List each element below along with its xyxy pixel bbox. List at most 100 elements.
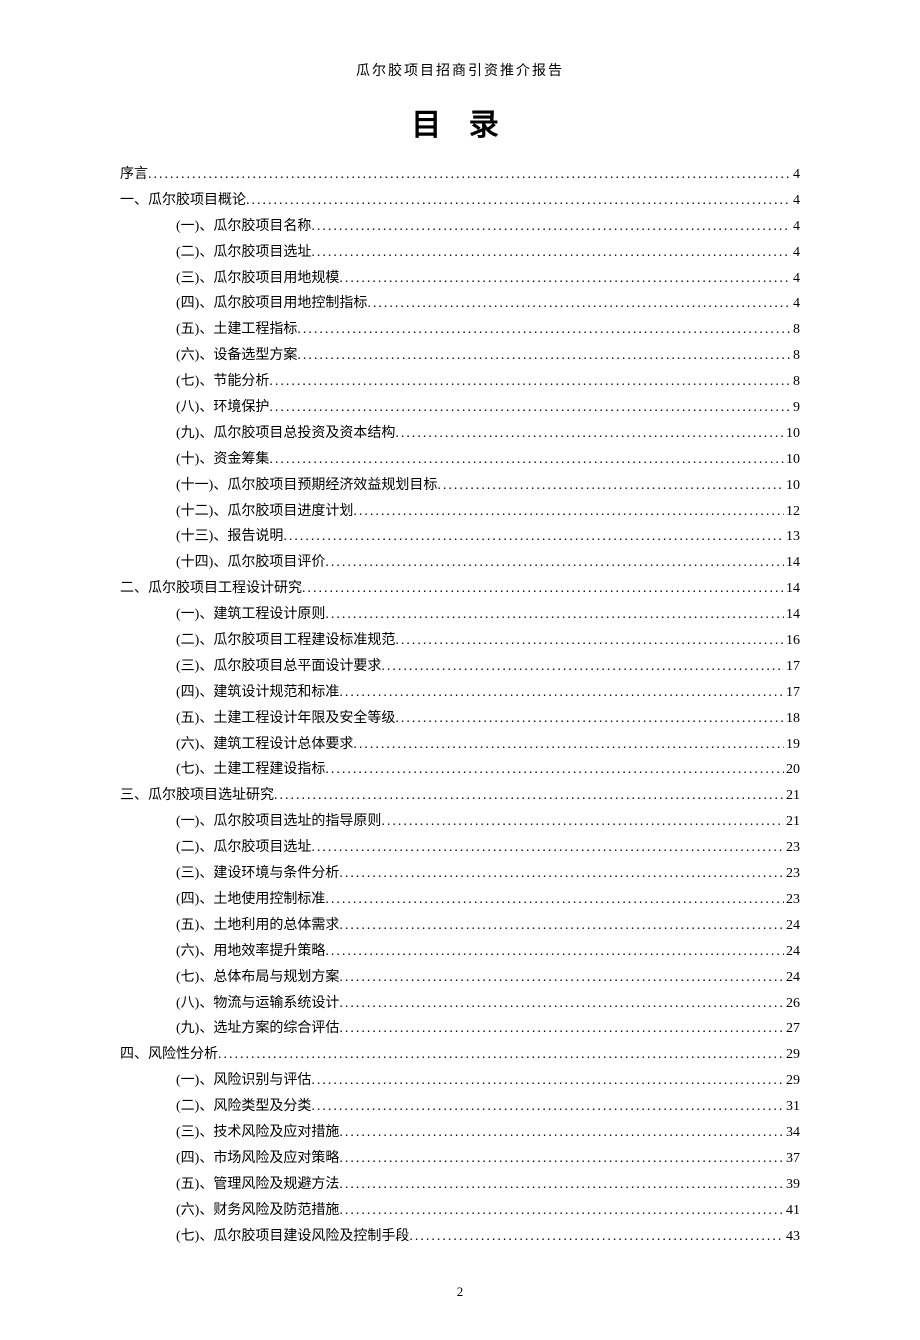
toc-entry-label: (六)、建筑工程设计总体要求 — [176, 732, 353, 758]
toc-entry-label: (十一)、瓜尔胶项目预期经济效益规划目标 — [176, 473, 437, 499]
toc-entry: (七)、土建工程建设指标 20 — [120, 757, 800, 783]
toc-leader-dots — [269, 369, 791, 395]
toc-leader-dots — [325, 939, 784, 965]
toc-leader-dots — [311, 1094, 784, 1120]
toc-entry-page: 4 — [791, 188, 800, 214]
toc-entry: (一)、建筑工程设计原则14 — [120, 602, 800, 628]
toc-entry-page: 23 — [784, 835, 800, 861]
toc-entry-label: (四)、市场风险及应对策略 — [176, 1146, 339, 1172]
toc-entry: (五)、土建工程指标8 — [120, 317, 800, 343]
toc-entry: (一)、瓜尔胶项目名称4 — [120, 214, 800, 240]
toc-entry-page: 4 — [791, 162, 800, 188]
toc-entry-page: 26 — [784, 991, 800, 1017]
toc-entry: (二)、风险类型及分类31 — [120, 1094, 800, 1120]
toc-entry-label: (六)、财务风险及防范措施 — [176, 1198, 339, 1224]
toc-entry: (四)、瓜尔胶项目用地控制指标 4 — [120, 291, 800, 317]
toc-entry-page: 23 — [784, 861, 800, 887]
toc-entry-label: 序言 — [120, 162, 148, 188]
toc-entry-label: (二)、瓜尔胶项目选址 — [176, 835, 311, 861]
toc-entry-label: (五)、管理风险及规避方法 — [176, 1172, 339, 1198]
toc-entry: (一)、风险识别与评估29 — [120, 1068, 800, 1094]
toc-entry-label: (一)、建筑工程设计原则 — [176, 602, 325, 628]
toc-entry-label: 二、瓜尔胶项目工程设计研究 — [120, 576, 302, 602]
toc-entry-page: 37 — [784, 1146, 800, 1172]
toc-leader-dots — [269, 395, 791, 421]
toc-leader-dots — [395, 628, 784, 654]
toc-entry-label: (四)、瓜尔胶项目用地控制指标 — [176, 291, 367, 317]
toc-entry-page: 29 — [784, 1068, 800, 1094]
toc-leader-dots — [311, 214, 791, 240]
toc-entry: (十一)、瓜尔胶项目预期经济效益规划目标10 — [120, 473, 800, 499]
toc-entry-page: 14 — [784, 576, 800, 602]
document-page: 瓜尔胶项目招商引资推介报告 目 录 序言4一、瓜尔胶项目概论4(一)、瓜尔胶项目… — [0, 0, 920, 1340]
toc-entry: (三)、瓜尔胶项目用地规模4 — [120, 266, 800, 292]
toc-entry: (四)、土地使用控制标准23 — [120, 887, 800, 913]
toc-entry-label: (三)、建设环境与条件分析 — [176, 861, 339, 887]
toc-leader-dots — [409, 1224, 784, 1250]
toc-leader-dots — [274, 783, 784, 809]
toc-entry-page: 16 — [784, 628, 800, 654]
toc-entry-page: 9 — [791, 395, 800, 421]
toc-leader-dots — [339, 861, 784, 887]
toc-entry-label: (四)、建筑设计规范和标准 — [176, 680, 339, 706]
toc-entry-page: 4 — [791, 214, 800, 240]
toc-entry: (五)、管理风险及规避方法 39 — [120, 1172, 800, 1198]
toc-entry: (七)、总体布局与规划方案24 — [120, 965, 800, 991]
toc-entry-label: (三)、技术风险及应对措施 — [176, 1120, 339, 1146]
toc-entry-page: 41 — [784, 1198, 800, 1224]
toc-entry-label: (五)、土建工程设计年限及安全等级 — [176, 706, 395, 732]
toc-leader-dots — [367, 291, 791, 317]
toc-leader-dots — [339, 913, 784, 939]
toc-entry: 三、瓜尔胶项目选址研究21 — [120, 783, 800, 809]
toc-entry-label: (八)、物流与运输系统设计 — [176, 991, 339, 1017]
toc-entry: (二)、瓜尔胶项目选址 23 — [120, 835, 800, 861]
toc-leader-dots — [339, 680, 784, 706]
toc-entry: (六)、建筑工程设计总体要求 19 — [120, 732, 800, 758]
toc-entry-label: (三)、瓜尔胶项目用地规模 — [176, 266, 339, 292]
toc-leader-dots — [325, 602, 784, 628]
toc-leader-dots — [339, 1146, 784, 1172]
toc-leader-dots — [339, 991, 784, 1017]
toc-entry: (十四)、瓜尔胶项目评价14 — [120, 550, 800, 576]
toc-entry: (三)、瓜尔胶项目总平面设计要求17 — [120, 654, 800, 680]
toc-entry-label: 四、风险性分析 — [120, 1042, 218, 1068]
toc-entry-page: 39 — [784, 1172, 800, 1198]
toc-entry: (七)、瓜尔胶项目建设风险及控制手段43 — [120, 1224, 800, 1250]
toc-entry-label: (十)、资金筹集 — [176, 447, 269, 473]
toc-entry-page: 21 — [784, 809, 800, 835]
toc-entry-label: (十二)、瓜尔胶项目进度计划 — [176, 499, 353, 525]
toc-entry-page: 17 — [784, 654, 800, 680]
toc-entry: (九)、瓜尔胶项目总投资及资本结构10 — [120, 421, 800, 447]
toc-entry: (五)、土建工程设计年限及安全等级18 — [120, 706, 800, 732]
toc-leader-dots — [297, 343, 791, 369]
toc-entry: (四)、建筑设计规范和标准 17 — [120, 680, 800, 706]
toc-leader-dots — [311, 240, 791, 266]
toc-container: 序言4一、瓜尔胶项目概论4(一)、瓜尔胶项目名称4(二)、瓜尔胶项目选址4(三)… — [120, 162, 800, 1249]
toc-entry-page: 19 — [784, 732, 800, 758]
toc-entry-page: 8 — [791, 343, 800, 369]
toc-entry-page: 29 — [784, 1042, 800, 1068]
toc-leader-dots — [395, 421, 784, 447]
toc-entry-label: (八)、环境保护 — [176, 395, 269, 421]
toc-entry-label: (七)、总体布局与规划方案 — [176, 965, 339, 991]
toc-entry-label: (五)、土地利用的总体需求 — [176, 913, 339, 939]
toc-entry: 序言 4 — [120, 162, 800, 188]
toc-entry-page: 43 — [784, 1224, 800, 1250]
toc-entry-page: 4 — [791, 291, 800, 317]
toc-leader-dots — [246, 188, 791, 214]
toc-entry: (四)、市场风险及应对策略 37 — [120, 1146, 800, 1172]
toc-entry-label: (十三)、报告说明 — [176, 524, 283, 550]
toc-entry: (三)、技术风险及应对措施34 — [120, 1120, 800, 1146]
toc-entry-page: 8 — [791, 369, 800, 395]
toc-entry-label: (二)、瓜尔胶项目工程建设标准规范 — [176, 628, 395, 654]
toc-leader-dots — [381, 809, 784, 835]
toc-entry-page: 20 — [784, 757, 800, 783]
toc-entry: (五)、土地利用的总体需求24 — [120, 913, 800, 939]
toc-entry: (十)、资金筹集10 — [120, 447, 800, 473]
toc-entry-label: (二)、瓜尔胶项目选址 — [176, 240, 311, 266]
toc-leader-dots — [437, 473, 784, 499]
toc-entry-label: (四)、土地使用控制标准 — [176, 887, 325, 913]
toc-entry-page: 17 — [784, 680, 800, 706]
toc-entry-label: (七)、土建工程建设指标 — [176, 757, 325, 783]
toc-entry-label: (六)、用地效率提升策略 — [176, 939, 325, 965]
